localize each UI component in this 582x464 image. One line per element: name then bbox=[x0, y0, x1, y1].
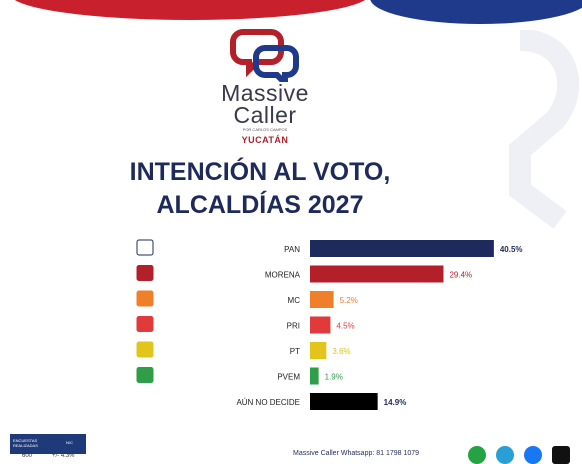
value-label: 3.6% bbox=[332, 347, 350, 356]
category-label: MC bbox=[288, 296, 301, 305]
bar-pri bbox=[310, 316, 331, 334]
value-label: 29.4% bbox=[449, 271, 472, 280]
pt-logo-icon bbox=[136, 341, 154, 358]
x-icon[interactable] bbox=[552, 446, 570, 464]
bar-pvem bbox=[310, 367, 319, 385]
brand-region: YUCATÁN bbox=[241, 135, 289, 145]
background-watermark bbox=[509, 30, 580, 229]
value-label: 14.9% bbox=[384, 398, 407, 407]
table-value-right: +/- 4.3% bbox=[52, 453, 75, 459]
pvem-logo-icon bbox=[136, 367, 154, 383]
bar-pt bbox=[310, 342, 327, 359]
morena-logo-icon bbox=[136, 265, 154, 281]
bar-a-n-no-decide bbox=[310, 393, 378, 410]
top-decorative-band bbox=[0, 0, 582, 24]
mc-logo-icon bbox=[136, 290, 154, 307]
bar-morena bbox=[310, 265, 444, 283]
brand-block: Massive Caller POR CARLOS CAMPOS YUCATÁN bbox=[205, 26, 325, 145]
chart-title-line1: INTENCIÓN AL VOTO, bbox=[129, 158, 391, 186]
whatsapp-icon[interactable] bbox=[468, 446, 486, 464]
category-label: PVEM bbox=[277, 373, 300, 382]
value-label: 5.2% bbox=[340, 296, 358, 305]
category-label: PAN bbox=[284, 245, 300, 254]
pan-logo-icon bbox=[136, 239, 154, 256]
table-value-left: 600 bbox=[22, 453, 33, 459]
category-label: MORENA bbox=[265, 271, 301, 280]
table-header-left: ENCUESTAS REALIZADAS bbox=[13, 438, 38, 448]
bar-chart: PAN 40.5% MORENA 29.4% MC 5.2% PRI 4.5% PT 3.6% PV… bbox=[136, 239, 523, 410]
brand-byline: POR CARLOS CAMPOS bbox=[242, 127, 288, 132]
chart-title-line2: ALCALDÍAS 2027 bbox=[156, 191, 364, 219]
bar-pan bbox=[310, 240, 494, 257]
table-header-right: N/C bbox=[66, 440, 73, 445]
sample-table: ENCUESTAS REALIZADAS N/C 600 +/- 4.3% bbox=[10, 434, 86, 460]
chart-title: INTENCIÓN AL VOTO, ALCALDÍAS 2027 bbox=[80, 156, 440, 222]
facebook-icon[interactable] bbox=[524, 446, 542, 464]
top-band-shapes bbox=[14, 0, 582, 24]
value-label: 4.5% bbox=[336, 322, 354, 331]
table-row: 600 +/- 4.3% bbox=[10, 453, 86, 460]
brand-name: Massive Caller bbox=[221, 80, 309, 128]
pri-logo-icon bbox=[136, 316, 154, 332]
contact-text: Massive Caller Whatsapp: 81 1798 1079 bbox=[293, 450, 420, 457]
bar-mc bbox=[310, 291, 334, 308]
value-label: 1.9% bbox=[325, 373, 343, 382]
value-label: 40.5% bbox=[500, 245, 523, 254]
category-label: AÚN NO DECIDE bbox=[236, 398, 300, 407]
category-label: PT bbox=[290, 347, 300, 356]
telegram-icon[interactable] bbox=[496, 446, 514, 464]
massive-caller-logo-icon bbox=[230, 29, 299, 82]
category-label: PRI bbox=[287, 322, 300, 331]
